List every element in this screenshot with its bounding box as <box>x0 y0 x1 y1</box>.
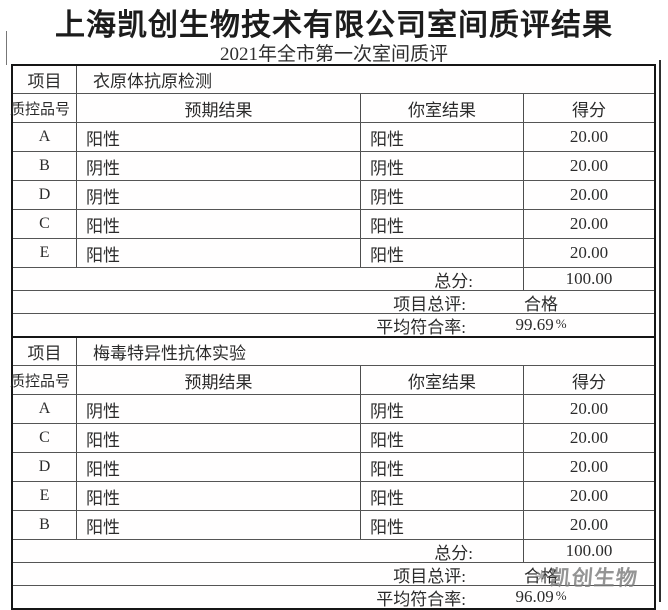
item-name: 梅毒特异性抗体实验 <box>76 338 654 365</box>
score-cell: 20.00 <box>523 482 654 510</box>
qc-id-header: 质控品号 <box>9 101 70 118</box>
result-cell: 阳性 <box>360 123 523 151</box>
score-cell: 20.00 <box>523 424 654 452</box>
table-row: E 阳性 阳性 20.00 <box>13 481 654 510</box>
table-row-item-header: 项目 衣原体抗原检测 <box>13 66 654 93</box>
avg-rate-label: 平均符合率: <box>376 317 466 337</box>
qc-id-cell: A <box>38 128 51 145</box>
score-cell: 20.00 <box>523 123 654 151</box>
overall-eval-label: 项目总评: <box>393 566 466 586</box>
score-cell: 20.00 <box>523 511 654 539</box>
table-row: A 阴性 阴性 20.00 <box>13 394 654 423</box>
percent-sign: % <box>555 588 567 603</box>
total-score-value: 100.00 <box>523 268 654 290</box>
expected-header: 预期结果 <box>76 94 360 122</box>
total-score-label: 总分: <box>434 271 473 291</box>
your-lab-header: 你室结果 <box>360 94 523 122</box>
item-name: 衣原体抗原检测 <box>76 66 654 93</box>
result-cell: 阳性 <box>360 453 523 481</box>
qc-id-cell: B <box>39 516 50 533</box>
expected-cell: 阴性 <box>76 181 360 209</box>
score-cell: 20.00 <box>523 181 654 209</box>
table-row: B 阴性 阴性 20.00 <box>13 151 654 180</box>
expected-cell: 阳性 <box>76 482 360 510</box>
score-header: 得分 <box>523 366 654 394</box>
expected-cell: 阳性 <box>76 424 360 452</box>
score-cell: 20.00 <box>523 453 654 481</box>
table-row: C 阳性 阳性 20.00 <box>13 209 654 238</box>
expected-cell: 阴性 <box>76 152 360 180</box>
qc-id-cell: D <box>38 458 51 475</box>
table-row: A 阳性 阳性 20.00 <box>13 122 654 151</box>
result-cell: 阳性 <box>360 210 523 238</box>
qc-table-syphilis: 项目 梅毒特异性抗体实验 质控品号 预期结果 你室结果 得分 A 阴性 阴性 2… <box>9 336 656 610</box>
result-cell: 阳性 <box>360 239 523 267</box>
page-subtitle: 2021年全市第一次室间质评 <box>219 44 448 65</box>
qc-id-cell: A <box>38 400 51 417</box>
table-row: C 阳性 阳性 20.00 <box>13 423 654 452</box>
table-column-header-row: 质控品号 预期结果 你室结果 得分 <box>9 93 654 122</box>
result-cell: 阴性 <box>360 181 523 209</box>
item-header-label: 项目 <box>27 72 62 91</box>
result-cell: 阴性 <box>360 395 523 423</box>
table-row: D 阳性 阳性 20.00 <box>13 452 654 481</box>
expected-cell: 阳性 <box>76 210 360 238</box>
overall-eval-value: 合格 <box>524 566 558 586</box>
avg-rate-value: 96.09% <box>466 586 616 608</box>
avg-rate-label: 平均符合率: <box>376 589 466 609</box>
total-score-value: 100.00 <box>523 540 654 562</box>
expected-cell: 阳性 <box>76 453 360 481</box>
table-column-header-row: 质控品号 预期结果 你室结果 得分 <box>9 365 654 394</box>
avg-rate-number: 99.69 <box>515 315 554 334</box>
expected-cell: 阳性 <box>76 239 360 267</box>
score-cell: 20.00 <box>523 210 654 238</box>
item-header-label: 项目 <box>27 344 62 363</box>
score-cell: 20.00 <box>523 395 654 423</box>
your-lab-header: 你室结果 <box>360 366 523 394</box>
qc-id-header: 质控品号 <box>9 373 70 390</box>
table-row: B 阳性 阳性 20.00 <box>13 510 654 539</box>
total-score-row: 总分: 100.00 <box>13 267 654 291</box>
expected-cell: 阳性 <box>76 511 360 539</box>
total-score-row: 总分: 100.00 <box>13 539 654 563</box>
result-cell: 阴性 <box>360 152 523 180</box>
table-row: D 阴性 阴性 20.00 <box>13 180 654 209</box>
avg-rate-value: 99.69% <box>466 314 616 336</box>
expected-header: 预期结果 <box>76 366 360 394</box>
avg-rate-row: 平均符合率: 96.09% <box>13 585 654 609</box>
qc-id-cell: E <box>39 487 50 504</box>
overall-eval-label: 项目总评: <box>393 294 466 314</box>
table-row: E 阳性 阳性 20.00 <box>13 238 654 267</box>
result-cell: 阳性 <box>360 482 523 510</box>
qc-id-cell: D <box>38 186 51 203</box>
scan-edge-mark-left <box>6 31 7 65</box>
score-cell: 20.00 <box>523 239 654 267</box>
qc-table-chlamydia: 项目 衣原体抗原检测 质控品号 预期结果 你室结果 得分 A 阳性 阳性 20.… <box>9 64 656 338</box>
percent-sign: % <box>555 316 567 331</box>
overall-eval-value: 合格 <box>524 294 558 314</box>
overall-eval-row: 项目总评: 合格 <box>13 290 654 314</box>
overall-eval-row: 项目总评: 合格 <box>13 562 654 586</box>
expected-cell: 阴性 <box>76 395 360 423</box>
table-row-item-header: 项目 梅毒特异性抗体实验 <box>13 338 654 365</box>
score-cell: 20.00 <box>523 152 654 180</box>
result-cell: 阳性 <box>360 424 523 452</box>
page-title: 上海凯创生物技术有限公司室间质评结果 <box>55 9 613 42</box>
scan-edge-line-right <box>659 60 661 602</box>
avg-rate-row: 平均符合率: 99.69% <box>13 313 654 337</box>
qc-id-cell: B <box>39 157 50 174</box>
avg-rate-number: 96.09 <box>515 587 554 606</box>
result-cell: 阳性 <box>360 511 523 539</box>
score-header: 得分 <box>523 94 654 122</box>
total-score-label: 总分: <box>434 543 473 563</box>
qc-id-cell: E <box>39 244 50 261</box>
qc-id-cell: C <box>39 215 50 232</box>
qc-id-cell: C <box>39 429 50 446</box>
expected-cell: 阳性 <box>76 123 360 151</box>
